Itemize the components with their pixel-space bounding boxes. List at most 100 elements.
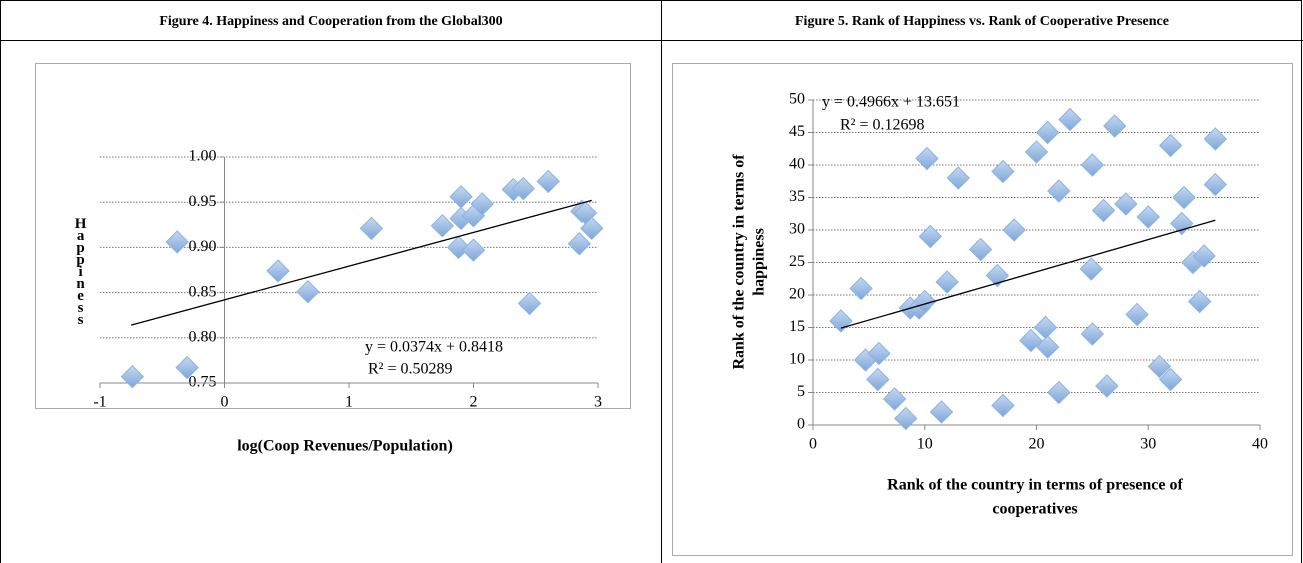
marker (1147, 354, 1172, 379)
marker (867, 341, 891, 366)
marker (359, 216, 384, 241)
annotation: R² = 0.50289 (368, 361, 453, 378)
marker (446, 235, 471, 260)
marker (1203, 127, 1228, 151)
y-tick-label: 30 (789, 221, 805, 238)
x-tick-label: 0 (221, 394, 229, 411)
panel-border (0, 0, 662, 563)
marker (1170, 211, 1194, 236)
marker (1002, 218, 1026, 242)
annotation: y = 0.4966x + 13.651 (822, 94, 960, 111)
y-tick-label: 0.75 (189, 374, 217, 391)
marker (1158, 133, 1183, 158)
y-tick-label: 50 (789, 91, 805, 108)
marker (1158, 367, 1183, 392)
marker (536, 169, 560, 194)
marker (985, 263, 1010, 288)
y-tick-label: 40 (789, 156, 805, 173)
marker (175, 355, 199, 380)
y-tick-label: 1.00 (189, 148, 217, 165)
marker (120, 364, 145, 389)
y-tick-label: 25 (789, 253, 805, 270)
marker (1080, 322, 1105, 346)
chart-frame (35, 63, 631, 409)
marker (1058, 107, 1082, 132)
y-tick-label: 0 (797, 416, 805, 433)
x-tick-label: 40 (1252, 436, 1268, 453)
marker (1019, 328, 1043, 353)
marker (968, 237, 993, 262)
marker (517, 291, 542, 316)
marker (946, 166, 970, 190)
y-tick-label: 20 (789, 286, 805, 303)
marker (1103, 114, 1127, 138)
marker (1114, 192, 1138, 216)
x-tick-label: 30 (1140, 436, 1156, 453)
x-tick-label: 3 (594, 394, 602, 411)
y-axis-title: Happiness (73, 216, 89, 324)
marker (1080, 153, 1105, 177)
x-axis-title: log(Coop Revenues/Population) (237, 438, 453, 455)
y-tick-label: 0.85 (189, 283, 217, 300)
marker (1079, 257, 1103, 281)
annotation: y = 0.0374x + 0.8418 (365, 339, 503, 356)
y-tick-label: 45 (789, 123, 805, 140)
marker (1095, 374, 1119, 398)
chart-title: Figure 4. Happiness and Cooperation from… (159, 14, 502, 29)
x-tick-label: 10 (917, 436, 933, 453)
y-axis-title: happiness (751, 228, 768, 296)
x-tick-label: 2 (470, 394, 478, 411)
marker (882, 387, 907, 411)
marker (1033, 315, 1058, 340)
marker (894, 406, 918, 431)
marker (1187, 289, 1212, 314)
marker (449, 185, 473, 209)
marker (430, 213, 455, 238)
marker (1192, 244, 1216, 268)
trendline (840, 219, 1216, 329)
marker (511, 176, 536, 201)
marker (470, 192, 494, 216)
y-tick-label: 10 (789, 351, 805, 368)
x-tick-label: 1 (345, 394, 353, 411)
marker (991, 159, 1015, 184)
y-axis-title: Rank of the country in terms of (731, 154, 748, 370)
marker (1136, 205, 1160, 229)
marker (913, 289, 937, 314)
trendline (130, 199, 592, 326)
marker (935, 270, 959, 294)
y-tick-label: 0.90 (189, 238, 217, 255)
panel-border (661, 0, 1302, 563)
annotation: R² = 0.12698 (840, 117, 925, 134)
marker (1035, 120, 1060, 145)
marker (296, 279, 320, 304)
marker (1125, 302, 1149, 327)
y-tick-label: 5 (797, 383, 805, 400)
marker (918, 224, 943, 249)
chart-frame (672, 63, 1293, 556)
x-tick-label: 20 (1029, 436, 1045, 453)
x-tick-label: 0 (809, 436, 817, 453)
marker (266, 259, 290, 283)
x-tick-label: -1 (93, 394, 106, 411)
marker (991, 393, 1015, 418)
marker (1091, 198, 1116, 223)
marker (1047, 380, 1071, 405)
marker (165, 230, 189, 254)
marker (461, 238, 486, 262)
marker (1047, 179, 1071, 203)
marker (829, 309, 853, 333)
marker (567, 232, 592, 256)
chart-title: Figure 5. Rank of Happiness vs. Rank of … (795, 14, 1169, 29)
marker (1035, 335, 1060, 359)
marker (1024, 140, 1049, 164)
x-axis-title: Rank of the country in terms of presence… (887, 477, 1183, 494)
y-tick-label: 0.80 (189, 328, 217, 345)
marker (849, 276, 873, 301)
marker (1172, 185, 1196, 210)
marker (929, 400, 954, 424)
marker (1203, 172, 1228, 197)
marker (915, 146, 939, 171)
y-tick-label: 35 (789, 188, 805, 205)
